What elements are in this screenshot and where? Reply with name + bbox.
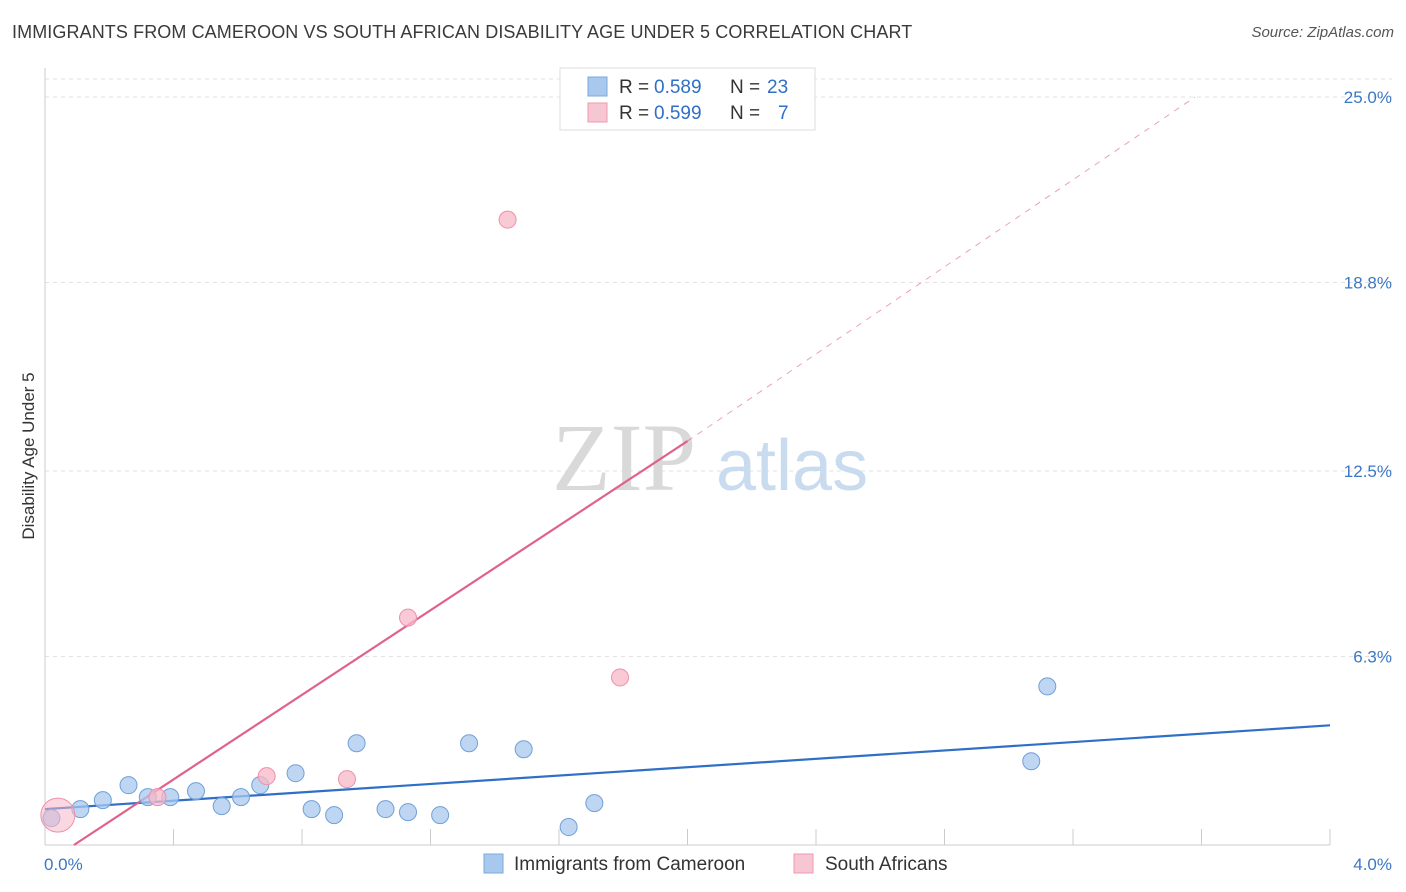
legend-swatch-south-africans [587,102,608,123]
data-point-series-0 [93,791,112,810]
legend-r-label-2: R = [619,103,649,124]
data-point-series-1 [611,668,630,687]
legend: R = 0.589 N = 23 R = 0.599 N = 7 [559,67,816,131]
source-label: Source: ZipAtlas.com [1251,24,1394,41]
trend-line-extension-1 [687,96,1196,442]
x-tick-labels: 0.0% 4.0% [44,855,1392,874]
data-point-series-0 [212,797,231,816]
data-point-series-0 [119,776,138,795]
bottom-legend-swatch-south-africans [793,853,814,874]
data-point-series-0 [302,800,321,819]
axes [44,68,1331,846]
data-point-series-0 [376,800,395,819]
data-point-series-1 [257,767,276,786]
data-point-series-1 [498,210,517,229]
legend-r-value-2: 0.599 [654,103,702,124]
data-point-series-1 [148,788,167,807]
data-point-series-0 [431,806,450,825]
bottom-legend-label-cameroon: Immigrants from Cameroon [514,854,745,875]
data-point-series-0 [286,764,305,783]
x-tick-label: 4.0% [1353,855,1392,874]
trend-line-1 [73,440,689,846]
trend-line-0 [44,724,1331,811]
data-point-series-0 [585,794,604,813]
legend-n-label-2: N = [730,103,760,124]
legend-n-label-1: N = [730,77,760,98]
legend-n-value-1: 23 [767,77,788,98]
data-point-series-0 [325,806,344,825]
legend-swatch-cameroon [587,76,608,97]
data-point-series-0 [399,803,418,822]
trend-lines [44,96,1331,846]
legend-n-value-2: 7 [778,103,789,124]
bottom-legend: Immigrants from Cameroon South Africans [483,853,948,875]
y-axis-label: Disability Age Under 5 [19,372,38,539]
data-point-series-0 [186,782,205,801]
grid-lines [45,78,1392,658]
data-point-series-0 [347,734,366,753]
x-tick-label: 0.0% [44,855,83,874]
data-point-series-0 [514,740,533,759]
data-point-series-0 [1022,752,1041,771]
data-point-series-0 [1038,677,1057,696]
y-tick-labels: 6.3% 12.5% 18.8% 25.0% [1344,88,1392,667]
data-point-series-0 [231,788,250,807]
bottom-legend-label-south-africans: South Africans [825,854,948,875]
chart-title: IMMIGRANTS FROM CAMEROON VS SOUTH AFRICA… [12,22,913,42]
watermark: ZIP atlas [552,404,868,511]
y-tick-label: 18.8% [1344,274,1392,293]
data-point-series-1 [399,608,418,627]
legend-r-label-1: R = [619,77,649,98]
data-point-series-0 [460,734,479,753]
data-point-series-1 [337,770,356,789]
watermark-zip: ZIP [552,404,696,511]
y-tick-label: 12.5% [1344,462,1392,481]
data-point-series-1 [40,797,76,833]
y-tick-label: 25.0% [1344,88,1392,107]
data-point-series-0 [559,818,578,837]
watermark-atlas: atlas [716,426,868,506]
y-tick-label: 6.3% [1353,648,1392,667]
legend-r-value-1: 0.589 [654,77,702,98]
bottom-legend-swatch-cameroon [483,853,504,874]
data-points [40,210,1057,837]
